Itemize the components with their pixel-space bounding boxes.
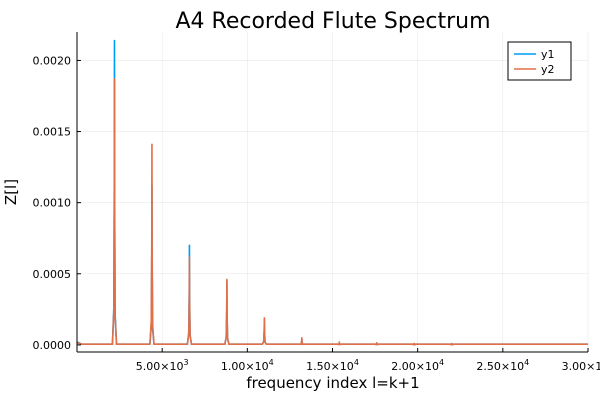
chart-title: A4 Recorded Flute Spectrum	[175, 9, 490, 34]
legend-label-y1: y1	[541, 48, 555, 61]
legend-label-y2: y2	[541, 63, 555, 76]
legend-box	[507, 41, 572, 81]
y-axis-label: Z[l]	[2, 179, 20, 205]
axes	[76, 32, 589, 353]
x-tick-label: 5.00×103	[136, 358, 189, 373]
series-group	[77, 39, 588, 346]
x-tick-label: 2.50×104	[476, 358, 529, 373]
y-tick-label: 0.0000	[33, 339, 72, 352]
y-tick-label: 0.0005	[33, 268, 72, 281]
y-tick-label: 0.0020	[33, 54, 72, 67]
y-tick-label: 0.0010	[33, 197, 72, 210]
x-tick-label: 1.00×104	[221, 358, 274, 373]
y-tick-labels: 0.0000 0.0005 0.0010 0.0015 0.0020	[33, 54, 72, 351]
x-axis-label: frequency index l=k+1	[246, 374, 419, 392]
x-tick-labels: 5.00×103 1.00×104 1.50×104 2.00×104 2.50×104…	[136, 358, 600, 373]
x-tick-label: 3.00×104	[562, 358, 600, 373]
x-tick-label: 2.00×104	[391, 358, 444, 373]
y-tick-label: 0.0015	[33, 126, 72, 139]
plot-area	[77, 39, 588, 346]
series-line-y2	[77, 78, 588, 346]
x-tick-label: 1.50×104	[306, 358, 359, 373]
